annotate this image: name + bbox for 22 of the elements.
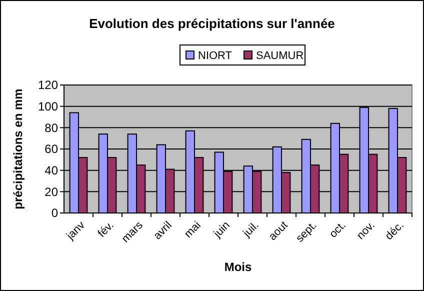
y-axis-title: précipitations en mm [11, 88, 25, 210]
x-tick-label: nov. [354, 219, 378, 242]
chart-title: Evolution des précipitations sur l'année [89, 16, 335, 31]
x-tick-label: juin [211, 219, 232, 241]
y-tick-label: 40 [44, 164, 58, 178]
x-tick-label: oct. [327, 219, 348, 240]
x-tick-label: aout [266, 219, 290, 243]
y-tick-label: 60 [44, 142, 58, 156]
y-tick-label: 80 [44, 120, 58, 135]
y-tick-label: 120 [38, 78, 58, 92]
x-tick-label: avril [152, 219, 174, 242]
y-tick-label: 100 [38, 100, 58, 114]
legend-label: NIORT [198, 50, 232, 62]
y-tick-label: 20 [44, 184, 58, 199]
x-axis-title: Mois [224, 260, 252, 274]
y-tick-label: 0 [51, 206, 58, 220]
x-tick-label: sept. [294, 219, 320, 245]
legend-label: SAUMUR [256, 50, 304, 62]
x-tick-label: mai [182, 219, 204, 240]
x-tick-label: fév. [96, 219, 116, 240]
x-tick-label: juil. [240, 219, 262, 240]
x-tick-label: déc. [383, 219, 406, 243]
